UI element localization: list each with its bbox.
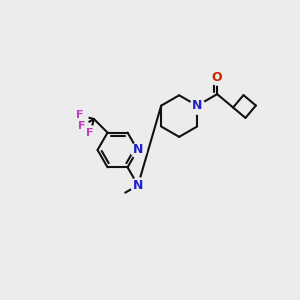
Text: N: N [192, 99, 202, 112]
Text: O: O [212, 71, 223, 84]
Text: N: N [132, 143, 143, 157]
Text: F: F [86, 128, 94, 138]
Text: F: F [76, 110, 84, 120]
Text: N: N [133, 179, 143, 192]
Text: F: F [77, 121, 85, 131]
